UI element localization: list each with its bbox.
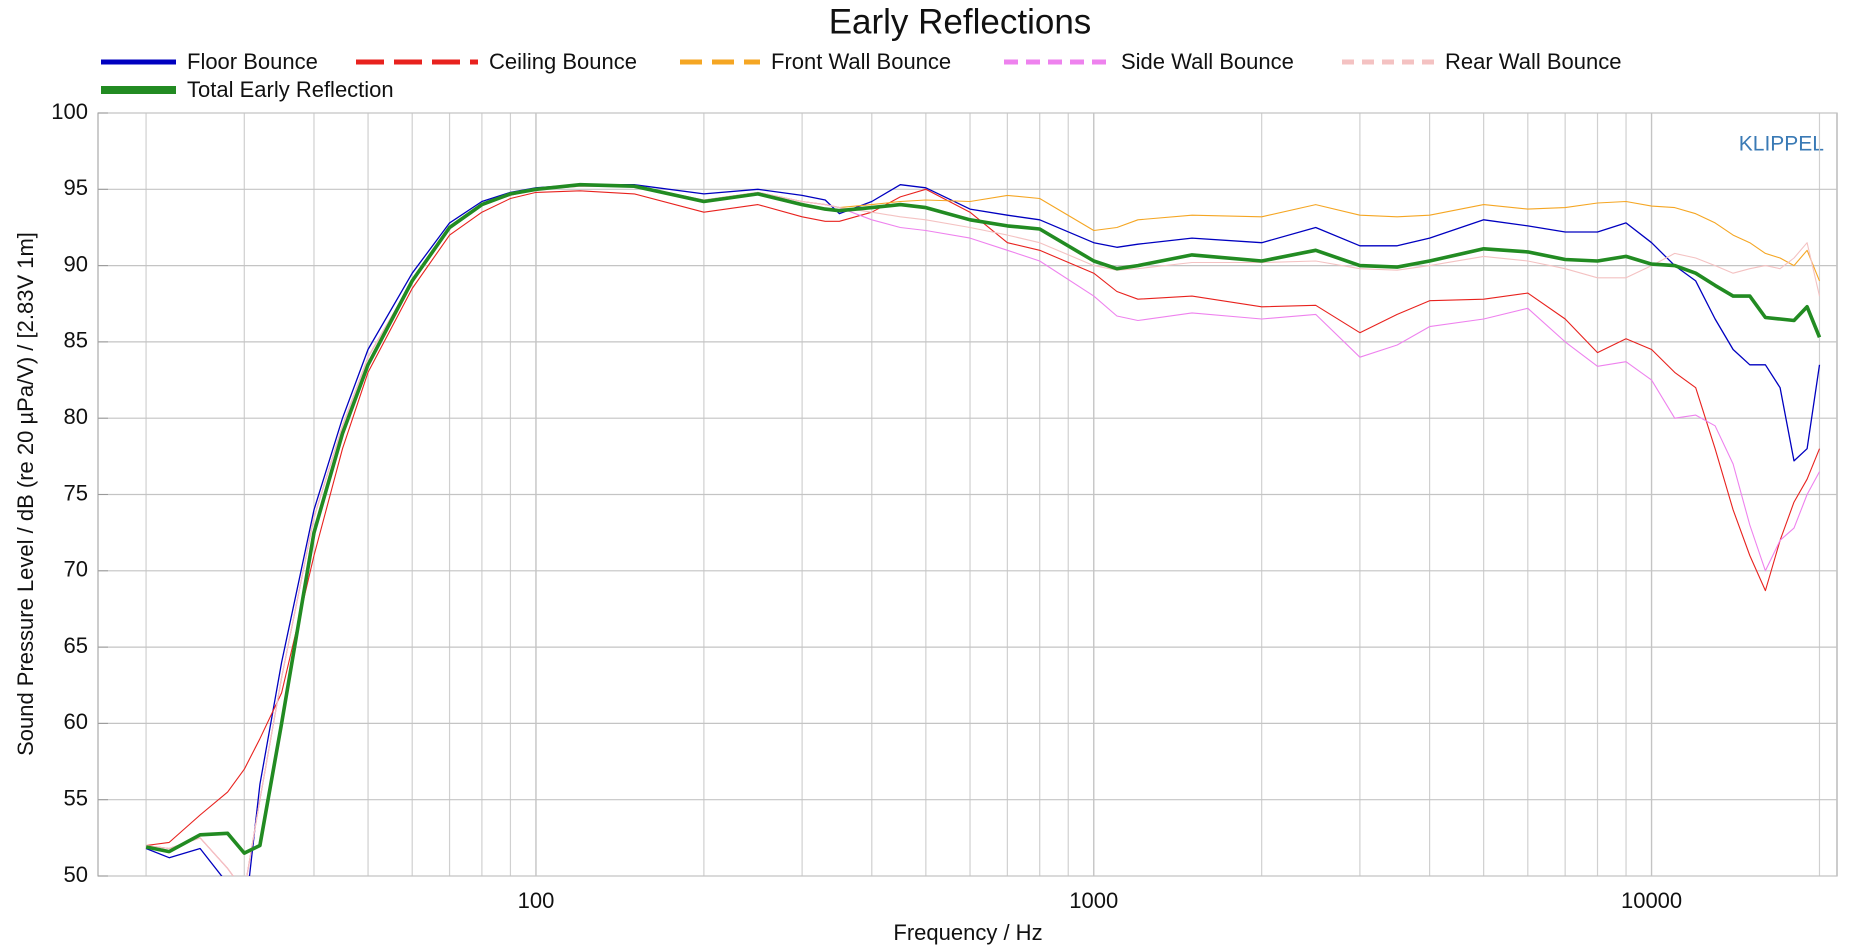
y-tick-label: 55 — [64, 786, 88, 811]
x-tick-label: 1000 — [1069, 888, 1118, 913]
legend-label: Front Wall Bounce — [771, 49, 951, 74]
x-tick-label: 10000 — [1621, 888, 1682, 913]
grid — [98, 112, 1837, 877]
y-tick-label: 100 — [51, 99, 88, 124]
x-axis-label: Frequency / Hz — [893, 920, 1042, 945]
annotation: KLIPPEL — [1739, 133, 1824, 156]
y-tick-label: 85 — [64, 328, 88, 353]
y-tick-label: 75 — [64, 480, 88, 505]
legend-label: Total Early Reflection — [187, 77, 394, 102]
series-line — [146, 185, 1821, 876]
y-tick-label: 65 — [64, 633, 88, 658]
y-tick-label: 95 — [64, 175, 88, 200]
legend-label: Floor Bounce — [187, 49, 318, 74]
y-tick-label: 70 — [64, 557, 88, 582]
series-line — [146, 188, 1821, 847]
legend-label: Side Wall Bounce — [1121, 49, 1294, 74]
series-line — [145, 184, 1821, 876]
x-tick-label: 100 — [518, 888, 555, 913]
y-tick-label: 90 — [64, 251, 88, 276]
legend-label: Rear Wall Bounce — [1445, 49, 1621, 74]
lines — [145, 182, 1822, 876]
y-tick-label: 80 — [64, 404, 88, 429]
legend-label: Ceiling Bounce — [489, 49, 637, 74]
series-line — [145, 182, 1822, 855]
y-tick-label: 50 — [64, 862, 88, 887]
chart-title: Early Reflections — [829, 2, 1092, 41]
y-tick-label: 60 — [64, 709, 88, 734]
y-axis-label: Sound Pressure Level / dB (re 20 µPa/V) … — [13, 232, 38, 756]
